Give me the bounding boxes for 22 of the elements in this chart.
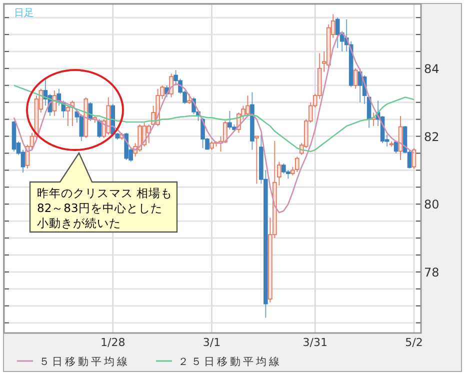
y-tick-label: 78 [424, 265, 440, 280]
candlestick [254, 136, 259, 184]
legend-label: ２５日移動平均線 [178, 356, 282, 368]
candlestick [412, 148, 416, 169]
line-series [13, 84, 415, 152]
candlestick [353, 68, 358, 90]
candlestick [294, 156, 300, 172]
y-tick-label: 82 [424, 130, 440, 144]
y-tick-label: 80 [424, 198, 440, 212]
x-tick-label: 1/28 [100, 336, 126, 349]
candlestick [187, 93, 192, 105]
legend-label: ５日移動平均線 [39, 356, 130, 368]
candlestick [97, 118, 102, 138]
y-tick-label: 84 [424, 62, 440, 76]
x-tick-label: 5/2 [405, 336, 423, 349]
line-series [13, 32, 415, 214]
x-tick-label: 3/1 [202, 336, 221, 349]
annotation: 昨年のクリスマス 相場も82～83円を中心とした小動きが続いた [37, 186, 173, 230]
candlestick [66, 105, 70, 127]
x-tick-label: 3/31 [302, 336, 328, 349]
annotation: 日足 [14, 8, 34, 19]
candlestick [335, 17, 340, 49]
